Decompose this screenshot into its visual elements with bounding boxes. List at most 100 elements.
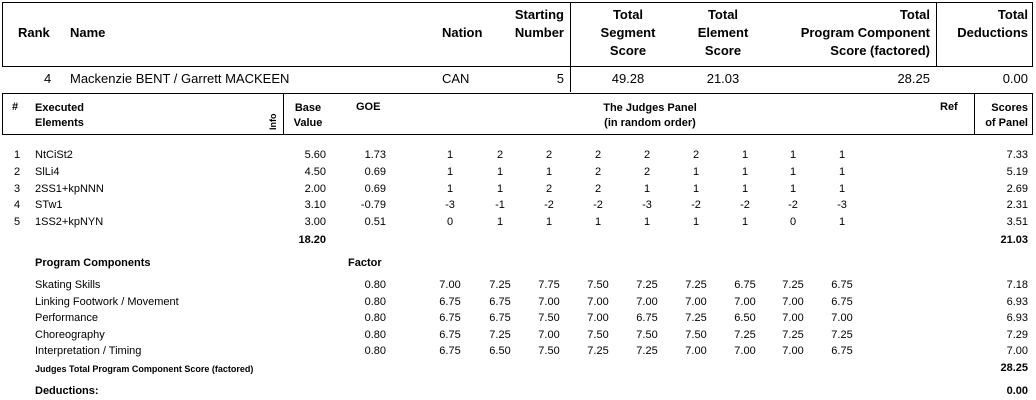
element-base-value: 4.50 xyxy=(304,165,326,178)
element-score: 5.19 xyxy=(1006,165,1028,178)
elements-header-ref: Ref xyxy=(940,101,958,113)
pc-judge-mark: 7.25 xyxy=(685,279,707,291)
header-divider-1 xyxy=(570,2,571,92)
pc-judge-mark: 7.25 xyxy=(587,345,609,357)
pc-name: Skating Skills xyxy=(35,279,101,291)
pc-judge-mark: 6.75 xyxy=(439,312,461,324)
element-goe: 0.69 xyxy=(364,165,386,178)
elements-header-executed: Executed Elements xyxy=(35,101,84,131)
element-score: 2.69 xyxy=(1006,182,1028,195)
elements-header-base-line2: Value xyxy=(293,117,323,129)
element-name: SlLi4 xyxy=(35,165,60,178)
header-pcs-line2: Program Component xyxy=(800,25,930,40)
element-judge-mark: 0 xyxy=(446,216,454,229)
element-judge-mark: 1 xyxy=(789,165,797,178)
element-judge-mark: -1 xyxy=(495,199,505,212)
pc-title: Program Components xyxy=(35,257,151,269)
pc-judge-mark: 7.00 xyxy=(587,312,609,324)
header-segment-line1: Total xyxy=(612,7,644,22)
elements-divider-info xyxy=(283,93,284,135)
pc-score: 7.00 xyxy=(1006,345,1028,357)
pc-judge-mark: 7.00 xyxy=(685,295,707,308)
pc-factor: 0.80 xyxy=(364,312,386,324)
pc-total-value: 28.25 xyxy=(1000,362,1028,374)
pc-score: 6.93 xyxy=(1006,295,1028,308)
pc-judge-mark: 7.25 xyxy=(636,279,658,291)
element-num: 3 xyxy=(14,182,21,195)
pc-judge-mark: 7.25 xyxy=(489,279,511,291)
header-element-line1: Total xyxy=(707,7,739,22)
skater-name: Mackenzie BENT / Garrett MACKEEN xyxy=(70,71,290,86)
pc-judge-mark: 6.75 xyxy=(831,295,853,308)
element-judge-mark: -3 xyxy=(642,199,652,212)
header-deductions-line1: Total xyxy=(997,7,1028,22)
element-judge-mark: 1 xyxy=(789,149,797,161)
elements-header-scores-line1: Scores xyxy=(991,102,1028,114)
pc-judge-mark: 7.00 xyxy=(587,295,609,308)
element-judge-mark: 1 xyxy=(594,216,602,229)
elements-divider-scores xyxy=(974,93,975,135)
pc-judge-mark: 7.25 xyxy=(685,312,707,324)
element-judge-mark: 1 xyxy=(741,165,749,178)
header-pcs-line3: Score (factored) xyxy=(830,43,930,58)
pc-judge-mark: 7.75 xyxy=(538,279,560,291)
pc-judge-mark: 6.75 xyxy=(439,345,461,357)
header-deductions-line2: Deductions xyxy=(957,25,1028,40)
pc-judge-mark: 7.00 xyxy=(831,312,853,324)
header-starting-line2: Number xyxy=(514,25,564,40)
elements-header-scores: Scores of Panel xyxy=(978,101,1028,131)
element-judge-mark: 2 xyxy=(545,149,553,161)
elements-header-judges-line1: The Judges Panel xyxy=(603,102,697,114)
header-segment-line3: Score xyxy=(609,43,647,58)
pc-judge-mark: 7.25 xyxy=(489,328,511,341)
element-judge-mark: 2 xyxy=(643,149,651,161)
header-name: Name xyxy=(70,25,106,40)
element-judge-mark: 1 xyxy=(692,182,700,195)
pc-judge-mark: 7.00 xyxy=(782,295,804,308)
element-goe: 1.73 xyxy=(364,149,386,161)
pc-judge-mark: 7.00 xyxy=(734,295,756,308)
elements-header-goe: GOE xyxy=(356,101,381,113)
element-judge-mark: -3 xyxy=(445,199,455,212)
element-judge-mark: 1 xyxy=(496,216,504,229)
elements-box-bottom xyxy=(2,134,1033,135)
deductions-value: 0.00 xyxy=(1006,385,1028,397)
element-judge-mark: 1 xyxy=(692,165,700,178)
element-name: 2SS1+kpNNN xyxy=(35,182,104,195)
element-num: 5 xyxy=(14,216,21,229)
element-judge-mark: -2 xyxy=(740,199,750,212)
pc-judge-mark: 6.50 xyxy=(734,312,756,324)
pc-judge-mark: 7.00 xyxy=(782,312,804,324)
elements-header-executed-line2: Elements xyxy=(35,117,84,129)
header-pcs: Total Program Component Score (factored) xyxy=(760,6,930,60)
element-goe: -0.79 xyxy=(360,199,386,212)
element-judge-mark: 2 xyxy=(545,182,553,195)
pc-judge-mark: 6.75 xyxy=(734,279,756,291)
pc-name: Interpretation / Timing xyxy=(35,345,142,357)
element-goe: 0.69 xyxy=(364,182,386,195)
element-judge-mark: 2 xyxy=(496,149,504,161)
skater-row: 4 Mackenzie BENT / Garrett MACKEEN CAN 5… xyxy=(0,71,1036,87)
pc-judge-mark: 7.25 xyxy=(734,328,756,341)
header-box-top xyxy=(2,2,1033,3)
elements-box-left xyxy=(2,93,3,135)
pc-judge-mark: 6.75 xyxy=(831,279,853,291)
elements-header-judges-line2: (in random order) xyxy=(604,117,696,129)
element-num: 1 xyxy=(14,149,21,161)
header-starting-line1: Starting xyxy=(514,7,564,22)
pc-judge-mark: 7.25 xyxy=(831,328,853,341)
element-score: 3.51 xyxy=(1006,216,1028,229)
pc-judge-mark: 7.00 xyxy=(538,328,560,341)
skater-starting-number: 5 xyxy=(556,71,564,86)
pc-judge-mark: 7.50 xyxy=(587,279,609,291)
element-judge-mark: -2 xyxy=(544,199,554,212)
element-judge-mark: 1 xyxy=(545,216,553,229)
element-name: 1SS2+kpNYN xyxy=(35,216,104,229)
element-name: STw1 xyxy=(35,199,63,212)
header-starting: Starting Number xyxy=(490,6,564,42)
element-name: NtCiSt2 xyxy=(35,149,73,161)
elements-header-num: # xyxy=(12,101,19,113)
pc-name: Choreography xyxy=(35,328,105,341)
element-score: 7.33 xyxy=(1006,149,1028,161)
element-judge-mark: 1 xyxy=(692,216,700,229)
